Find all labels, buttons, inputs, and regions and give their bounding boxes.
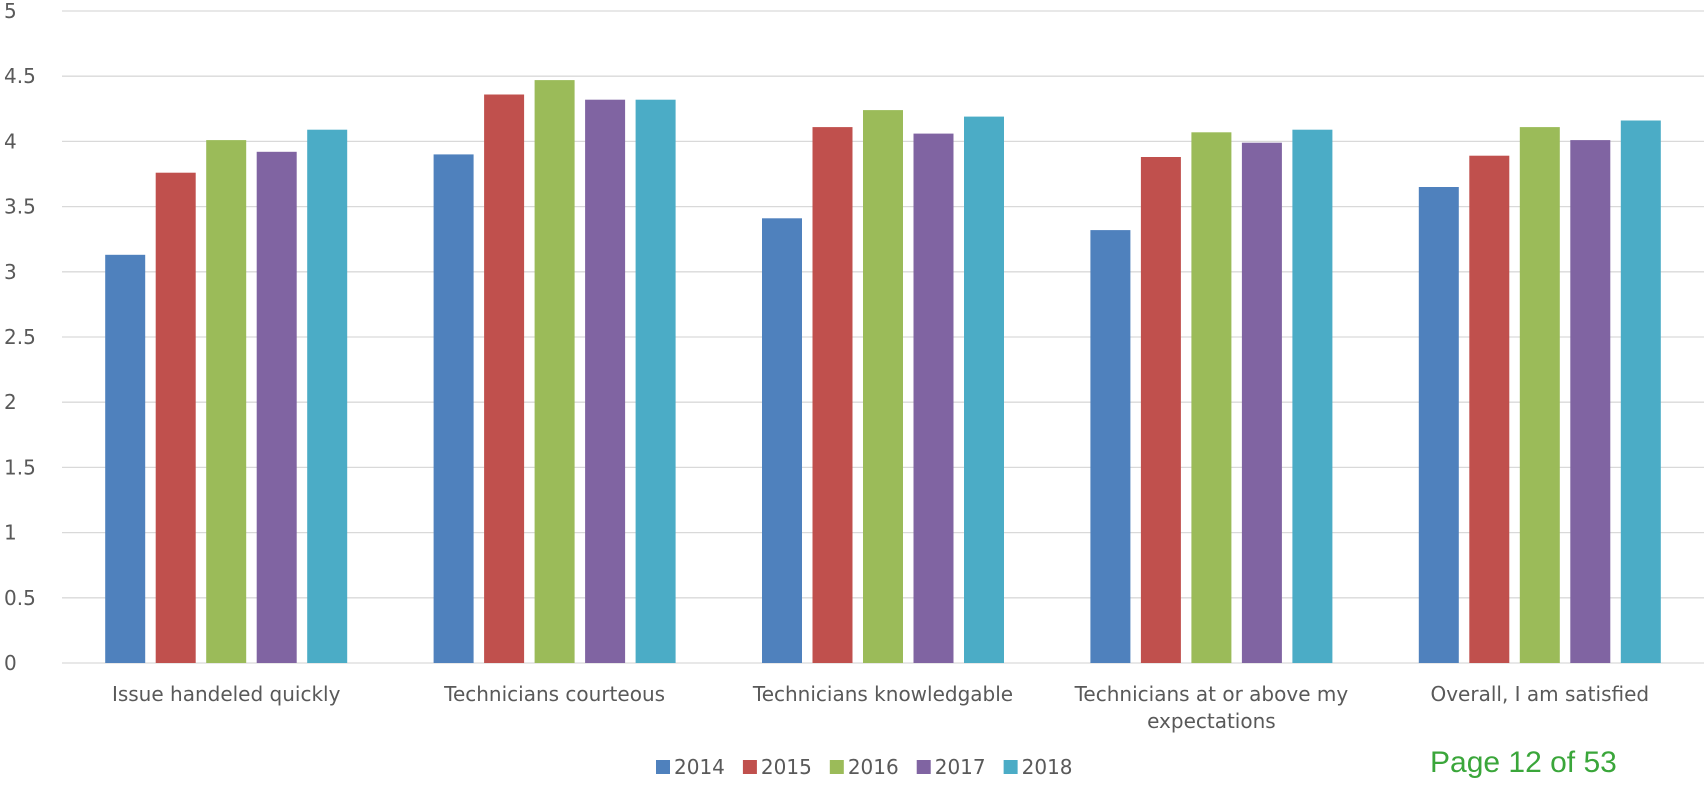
x-tick-label: Technicians at or above my: [1074, 682, 1349, 706]
bar-2015-1: [155, 172, 196, 663]
bar-2018-5: [1620, 120, 1661, 663]
bar-2014-5: [1418, 187, 1459, 663]
x-tick-label: Issue handeled quickly: [112, 682, 341, 706]
bar-2017-2: [585, 99, 626, 663]
legend-label-2017: 2017: [935, 755, 986, 779]
bar-2015-3: [812, 127, 853, 664]
bar-2018-1: [307, 129, 348, 663]
legend-swatch-2016: [829, 760, 844, 774]
legend-label-2014: 2014: [674, 755, 725, 779]
bar-2016-5: [1519, 127, 1560, 664]
legend-label-2015: 2015: [761, 755, 812, 779]
bar-2016-3: [863, 110, 903, 664]
x-tick-label: Technicians knowledgable: [752, 682, 1013, 706]
bar-2015-2: [484, 94, 525, 663]
bar-2017-4: [1241, 142, 1282, 663]
bar-2014-4: [1090, 230, 1131, 663]
y-tick-label: 0: [4, 651, 17, 675]
bar-2014-3: [762, 218, 802, 664]
y-tick-label: 4.5: [4, 64, 36, 88]
y-tick-label: 2: [4, 390, 17, 414]
bar-2018-4: [1292, 129, 1333, 663]
y-tick-label: 4: [4, 129, 17, 153]
x-tick-label: expectations: [1147, 709, 1276, 733]
legend-swatch-2015: [742, 760, 757, 774]
legend-swatch-2014: [656, 760, 670, 774]
y-tick-label: 1: [4, 521, 17, 545]
bar-2014-1: [105, 254, 146, 664]
y-tick-label: 1.5: [4, 455, 36, 479]
bar-2015-5: [1469, 155, 1510, 663]
bar-2016-4: [1191, 132, 1232, 664]
y-tick-label: 3: [4, 260, 17, 284]
bar-2016-2: [534, 80, 575, 664]
legend-label-2018: 2018: [1022, 755, 1073, 779]
y-tick-label: 3.5: [4, 195, 36, 219]
y-tick-label: 2.5: [4, 325, 36, 349]
bar-2018-3: [964, 116, 1004, 664]
legend-swatch-2017: [916, 760, 931, 774]
y-tick-label: 0.5: [4, 586, 36, 610]
bar-2016-1: [206, 140, 247, 664]
legend-label-2016: 2016: [848, 755, 899, 779]
y-tick-label: 5: [4, 0, 17, 23]
bar-2014-2: [433, 154, 474, 663]
x-tick-label: Technicians courteous: [443, 682, 665, 706]
bar-2018-2: [635, 99, 676, 663]
legend-swatch-2018: [1003, 760, 1018, 774]
bar-2015-4: [1140, 157, 1181, 663]
bar-2017-3: [913, 133, 954, 664]
page-number: Page 12 of 53: [1430, 746, 1617, 779]
bar-2017-1: [256, 151, 297, 664]
x-tick-label: Overall, I am satisfied: [1430, 682, 1649, 706]
bar-2017-5: [1570, 140, 1611, 664]
